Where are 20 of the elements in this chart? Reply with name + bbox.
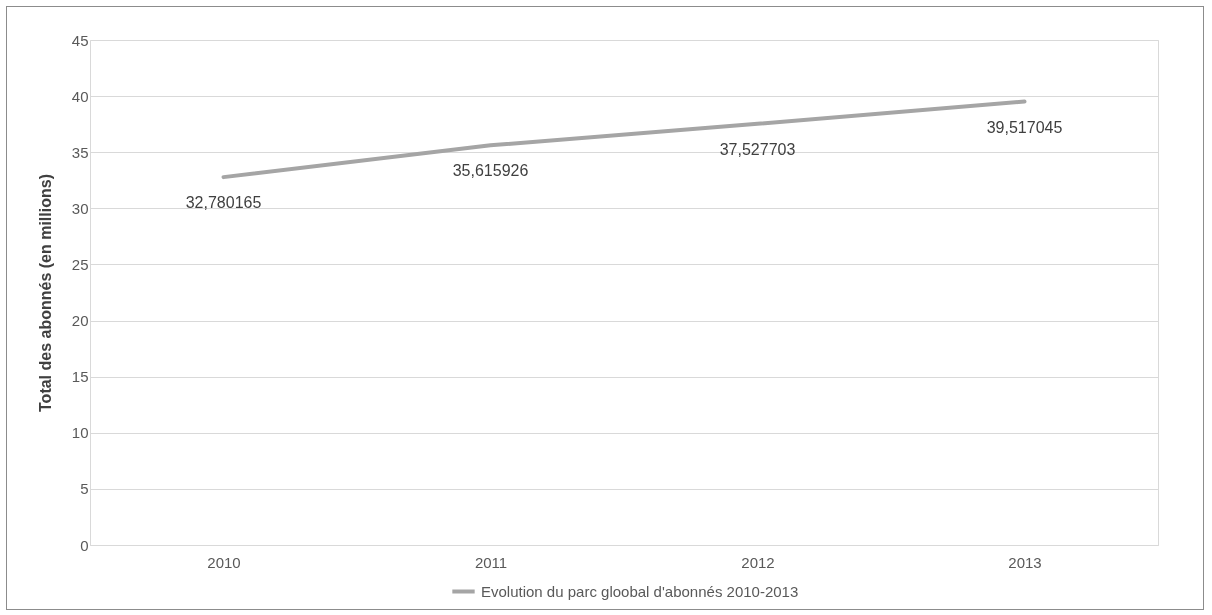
x-tick-label: 2013 xyxy=(1008,553,1042,571)
data-label: 32,780165 xyxy=(185,194,262,212)
x-tick-label: 2012 xyxy=(741,553,775,571)
y-tick-label: 45 xyxy=(71,31,89,49)
y-tick-label: 40 xyxy=(71,87,89,105)
y-axis-title: Total des abonnés (en millions) xyxy=(36,174,54,412)
y-tick-label: 0 xyxy=(80,536,89,554)
x-tick-label: 2011 xyxy=(474,553,508,571)
y-tick-label: 10 xyxy=(71,424,89,442)
y-tick-label: 25 xyxy=(71,255,89,273)
y-tick-label: 30 xyxy=(71,199,89,217)
legend-label: Evolution du parc gloobal d'abonnés 2010-2013 xyxy=(481,582,799,600)
y-tick-label: 5 xyxy=(80,480,89,498)
y-tick-label: 20 xyxy=(71,312,89,330)
data-label: 39,517045 xyxy=(986,118,1063,136)
data-label: 35,615926 xyxy=(452,162,529,180)
y-tick-label: 35 xyxy=(71,143,89,161)
data-label: 37,527703 xyxy=(719,140,796,158)
y-tick-label: 15 xyxy=(71,368,89,386)
x-tick-label: 2010 xyxy=(207,553,241,571)
